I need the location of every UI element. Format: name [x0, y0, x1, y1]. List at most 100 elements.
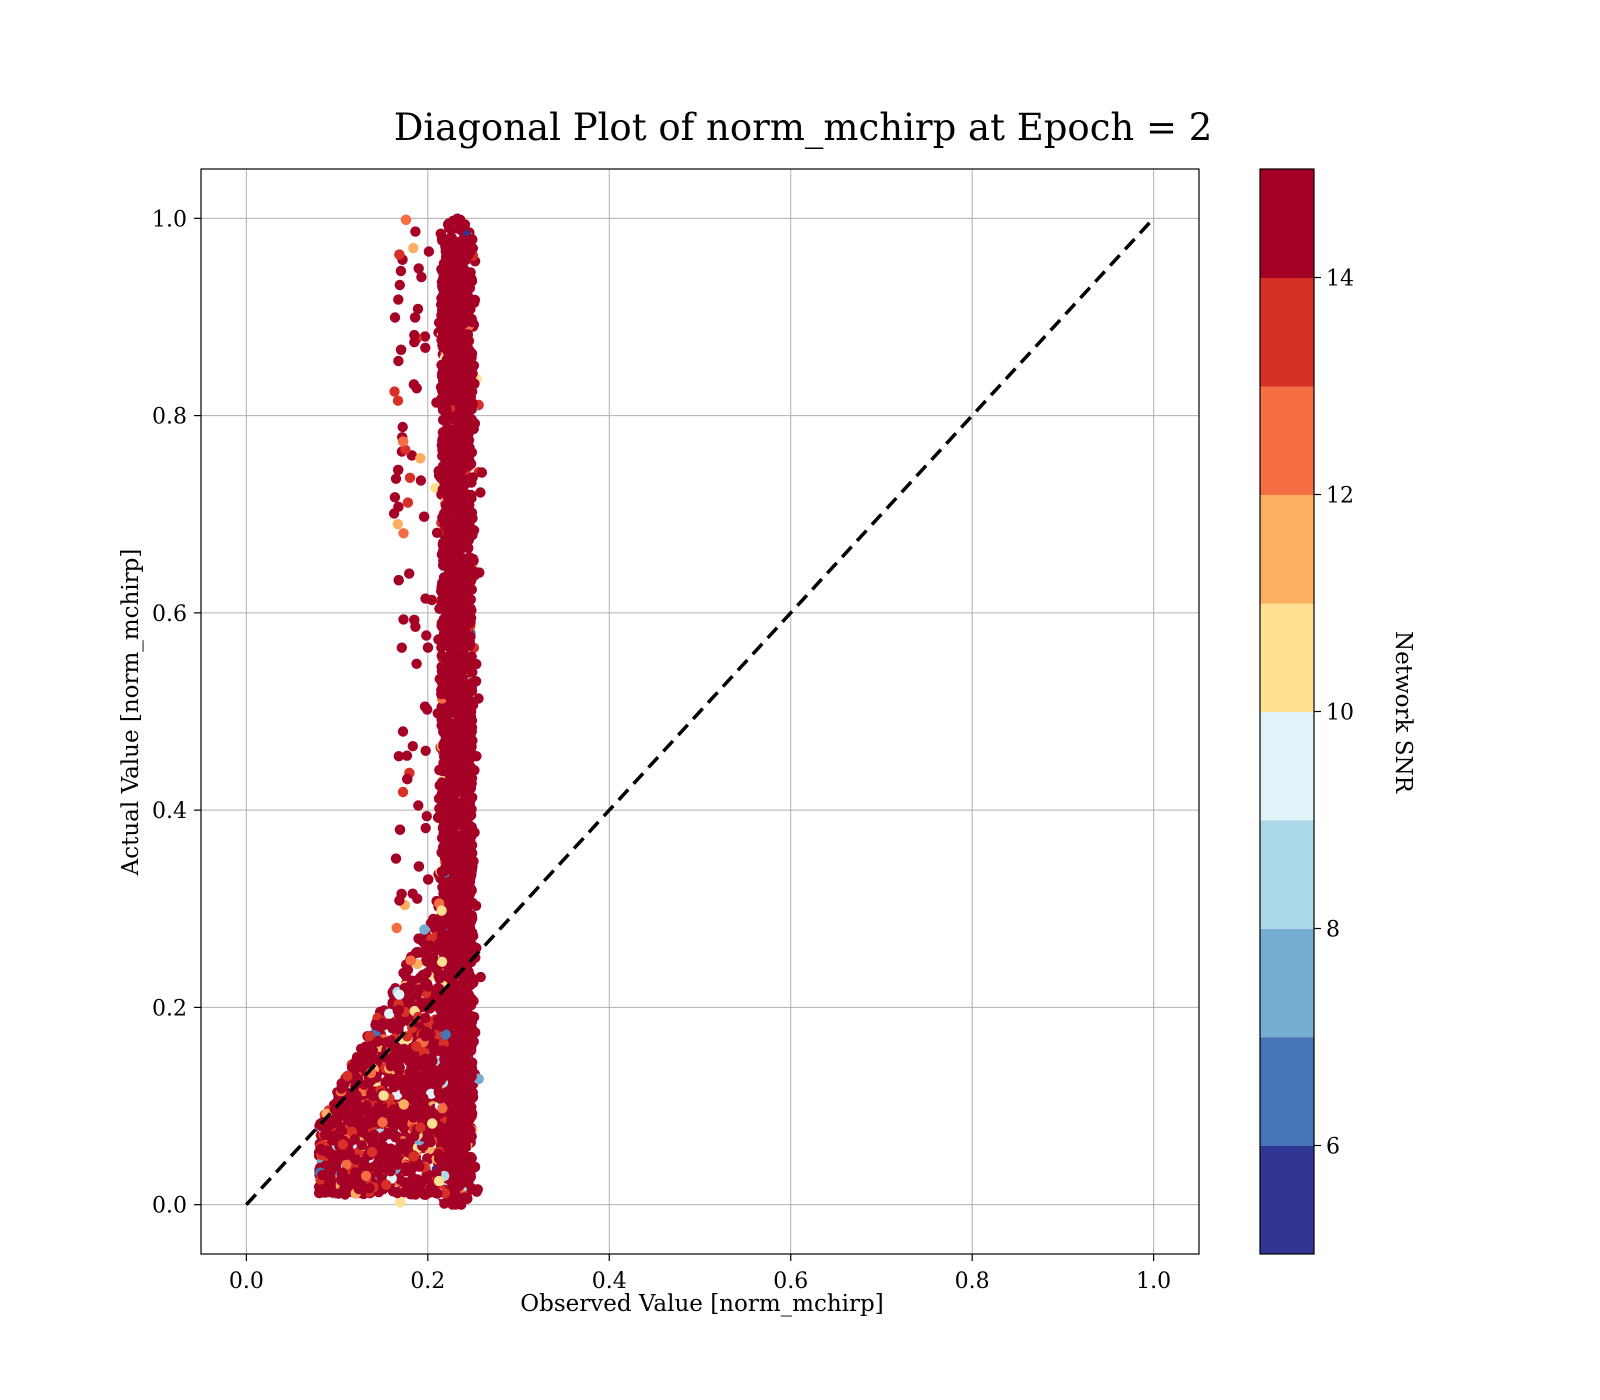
scatter-point: [438, 587, 450, 598]
scatter-point: [461, 302, 473, 314]
scatter-point: [439, 1188, 451, 1199]
scatter-point: [393, 464, 404, 476]
scatter-point: [466, 994, 478, 1005]
scatter-point: [462, 518, 474, 529]
scatter-point: [393, 575, 404, 586]
scatter-point: [437, 680, 448, 691]
scatter-point: [436, 650, 447, 661]
scatter-point: [392, 519, 403, 530]
scatter-point: [466, 1110, 477, 1122]
scatter-point: [397, 436, 409, 447]
scatter-point: [421, 811, 432, 822]
scatter-point: [404, 472, 416, 483]
scatter-point: [436, 956, 448, 967]
scatter-point: [418, 511, 430, 522]
scatter-point: [440, 571, 451, 583]
scatter-point: [465, 1168, 476, 1180]
scatter-point: [413, 861, 425, 872]
scatter-point: [458, 594, 469, 605]
scatter-point: [439, 462, 450, 473]
scatter-point: [394, 249, 405, 260]
scatter-point: [441, 600, 452, 611]
scatter-point: [445, 762, 456, 774]
scatter-point: [422, 704, 433, 715]
scatter-point: [453, 383, 464, 395]
scatter-point: [467, 1057, 478, 1068]
scatter-point: [422, 642, 434, 653]
scatter-point: [441, 636, 453, 647]
scatter-point: [412, 303, 424, 315]
scatter-point: [476, 467, 488, 478]
scatter-point: [461, 1068, 473, 1079]
scatter-point: [410, 226, 421, 237]
scatter-point: [411, 1041, 422, 1052]
scatter-point: [436, 334, 447, 346]
scatter-point: [436, 1130, 447, 1142]
scatter-point: [466, 681, 478, 692]
scatter-point: [440, 747, 451, 758]
scatter-point: [452, 251, 463, 262]
scatter-point: [461, 443, 473, 454]
scatter-point: [409, 312, 421, 323]
scatter-point: [452, 296, 463, 308]
scatter-point: [395, 344, 407, 355]
scatter-point: [475, 971, 486, 983]
scatter-point: [463, 1129, 474, 1141]
scatter-point: [454, 517, 466, 528]
scatter-point: [449, 907, 460, 919]
scatter-point: [452, 945, 463, 956]
scatter-point: [436, 713, 448, 724]
scatter-point: [450, 587, 461, 598]
scatter-point: [457, 581, 468, 593]
scatter-point: [398, 614, 409, 625]
scatter-point: [390, 853, 402, 864]
scatter-point: [455, 1170, 466, 1181]
scatter-point: [415, 453, 426, 464]
scatter-point: [456, 668, 467, 679]
scatter-point: [464, 1156, 475, 1168]
scatter-point: [364, 1182, 375, 1194]
scatter-point: [425, 1088, 437, 1100]
scatter-point: [462, 926, 473, 938]
scatter-point: [419, 331, 431, 342]
scatter-point: [454, 878, 465, 889]
scatter-point: [461, 892, 473, 903]
scatter-point: [407, 741, 418, 752]
scatter-point: [411, 658, 422, 669]
scatter-point: [446, 496, 457, 507]
scatter-point: [448, 424, 460, 436]
scatter-point: [436, 847, 447, 858]
scatter-point: [392, 395, 404, 406]
scatter-point: [461, 763, 472, 774]
scatter-point: [450, 1106, 461, 1117]
scatter-point: [439, 374, 450, 386]
scatter-point: [453, 803, 464, 814]
scatter-point: [436, 781, 447, 792]
scatter-point: [463, 969, 474, 980]
scatter-point: [401, 750, 413, 761]
scatter-points: [313, 213, 488, 1210]
scatter-point: [444, 222, 455, 234]
scatter-point: [443, 563, 454, 574]
scatter-point: [460, 783, 471, 795]
scatter-point: [441, 312, 453, 323]
scatter-point: [457, 1013, 468, 1025]
scatter-point: [456, 689, 467, 701]
scatter-point: [446, 549, 457, 561]
scatter-point: [454, 451, 466, 462]
scatter-point: [404, 568, 415, 579]
scatter-point: [397, 421, 408, 433]
scatter-point: [415, 475, 427, 486]
scatter-point: [435, 228, 447, 239]
scatter-point: [395, 1197, 406, 1208]
scatter-point: [413, 800, 424, 811]
scatter-point: [454, 224, 466, 235]
scatter-point: [412, 893, 423, 904]
scatter-point: [435, 1004, 446, 1015]
scatter-point: [444, 366, 455, 377]
chart-title: Diagonal Plot of norm_mchirp at Epoch = …: [394, 106, 1213, 150]
scatter-point: [440, 1029, 451, 1040]
scatter-point: [416, 271, 427, 283]
scatter-point: [437, 447, 449, 458]
